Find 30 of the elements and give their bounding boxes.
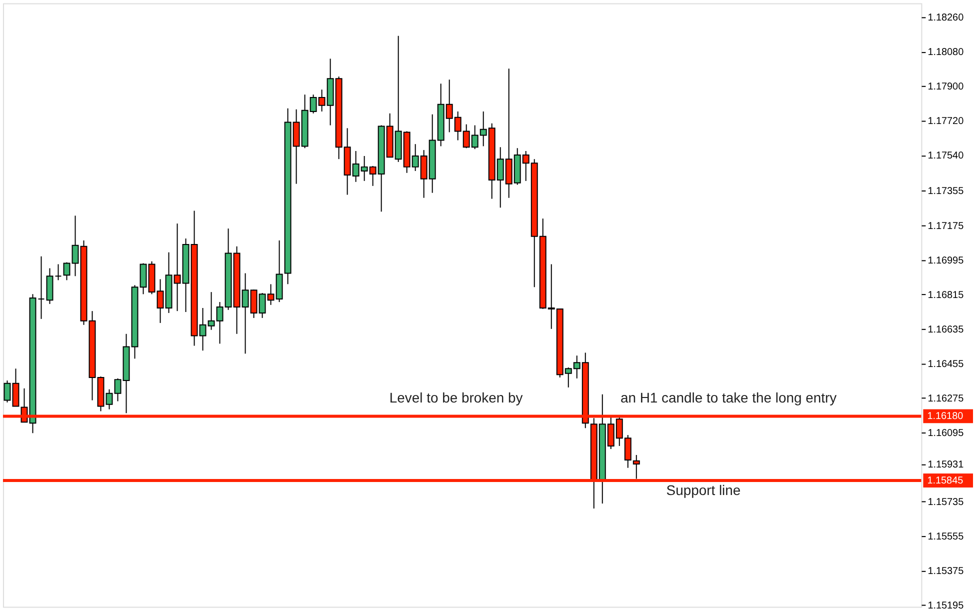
candlestick: [12, 368, 20, 407]
y-tick-label: 1.15931: [928, 459, 964, 470]
y-tick-label: 1.17540: [928, 150, 964, 162]
y-tick-label: 1.15735: [928, 497, 964, 508]
candlestick: [63, 262, 70, 281]
candlestick: [46, 268, 54, 304]
y-tick-label: 1.15195: [928, 600, 964, 611]
annotation: an H1 candle to take the long entry: [620, 390, 837, 406]
y-tick-label: 1.16095: [928, 428, 964, 440]
y-tick-label: 1.17355: [928, 186, 964, 198]
y-tick-label: 1.18080: [928, 47, 964, 58]
candlestick: [54, 264, 62, 281]
candlestick: [38, 256, 45, 320]
candlestick: [4, 380, 11, 403]
annotation: Level to be broken by: [389, 390, 523, 406]
y-tick-label: 1.17900: [928, 82, 964, 93]
y-tick-label: 1.16815: [928, 290, 964, 301]
y-tick-label: 1.15375: [928, 566, 964, 578]
y-tick-label: 1.16995: [928, 255, 964, 266]
y-tick-label: 1.17720: [928, 116, 964, 128]
y-tick-label: 1.18260: [928, 12, 964, 24]
annotation: Support line: [666, 482, 741, 498]
y-tick-label: 1.16455: [928, 358, 964, 370]
ref-line-label: 1.16180: [927, 411, 964, 422]
y-tick-label: 1.15555: [928, 532, 964, 543]
y-tick-label: 1.16635: [928, 324, 964, 336]
y-tick-label: 1.16275: [928, 393, 964, 404]
candlestick: [72, 215, 79, 277]
y-tick-label: 1.17175: [928, 220, 964, 232]
ref-line-label: 1.15845: [927, 475, 964, 486]
